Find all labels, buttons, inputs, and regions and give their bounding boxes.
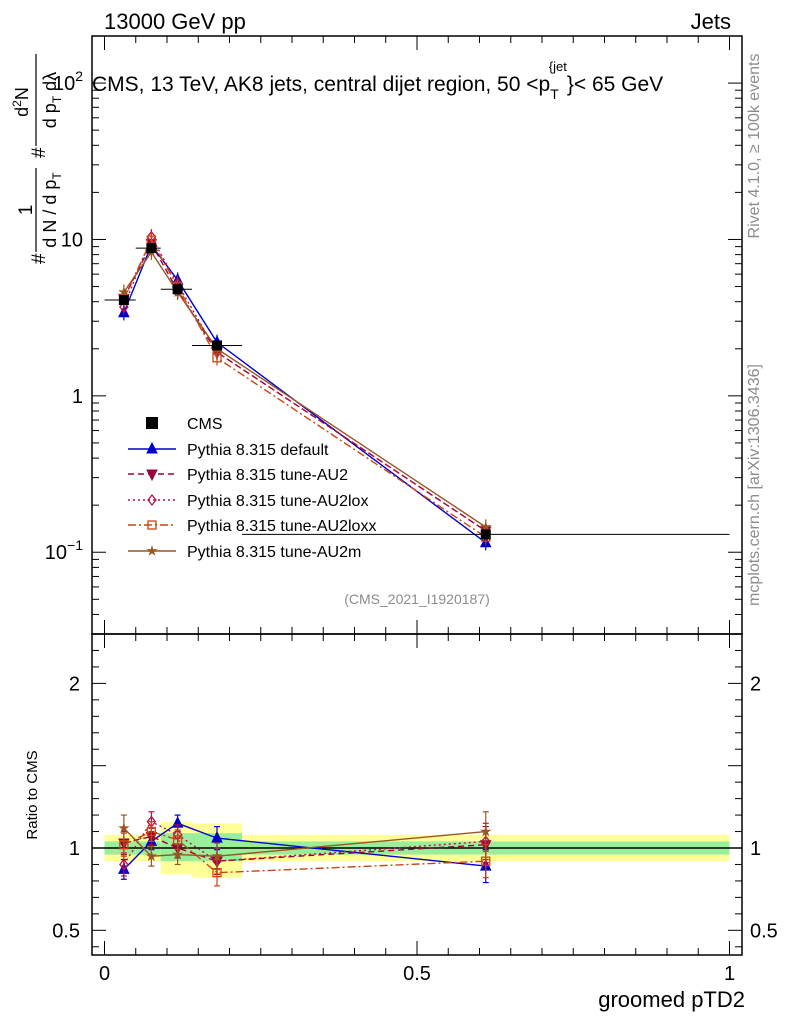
x-tick-label-2: 1: [724, 963, 735, 985]
main-point-s2-0: [119, 300, 129, 314]
axes: 0 0.5 1 10−1 1 10 102 0.5 0.5 1 1 2 2: [45, 35, 778, 985]
legend-marker-data: [146, 417, 158, 429]
ratio-point-s0-3: [211, 831, 223, 843]
data-point-2: [172, 284, 183, 295]
x-tick-label-1: 0.5: [403, 963, 431, 985]
legend-marker-0: [146, 441, 158, 454]
legend-label-1: Pythia 8.315 tune-AU2: [187, 467, 348, 484]
x-tick-label-0: 0: [99, 963, 110, 985]
ratio-line-series-3: [123, 830, 486, 874]
ratio-plot-series: [118, 811, 492, 887]
legend-label-4: Pythia 8.315 tune-AU2m: [187, 544, 361, 561]
legend: CMS Pythia 8.315 default Pythia 8.315 tune…: [128, 416, 376, 561]
data-point-4: [480, 529, 491, 540]
ratio-uncertainty-bands: [92, 821, 742, 878]
category-label: Jets: [691, 9, 731, 34]
main-point-s4-0: [118, 286, 130, 298]
ratio-point-s4-0: [118, 822, 130, 834]
ratio-point-s2-0: [119, 858, 129, 871]
y-tick-label-main-3: 102: [53, 68, 83, 95]
data-point-0: [118, 295, 129, 306]
y-axis-label-ratio: Ratio to CMS: [24, 750, 41, 839]
svg-text:#: #: [29, 147, 50, 158]
legend-label-data: CMS: [187, 416, 223, 433]
y-tick-label-ratio-r-1: 1: [750, 838, 761, 860]
ratio-point-s3-4: [481, 856, 491, 866]
main-line-series-2: [123, 235, 487, 532]
legend-marker-1: [146, 469, 158, 482]
svg-text:d2N: d2N: [10, 87, 32, 117]
legend-label-3: Pythia 8.315 tune-AU2loxx: [187, 518, 376, 535]
rivet-label: Rivet 4.1.0, ≥ 100k events: [746, 54, 763, 239]
y-tick-label-ratio-l-2: 2: [69, 673, 80, 695]
data-point-3: [212, 340, 222, 351]
y-tick-label-main-0: 10−1: [45, 537, 83, 564]
ratio-point-s4-4: [480, 825, 492, 837]
ratio-point-s3-2: [172, 835, 183, 845]
analysis-id: (CMS_2021_I1920187): [344, 591, 490, 607]
legend-label-0: Pythia 8.315 default: [187, 442, 329, 459]
main-point-s4-4: [480, 521, 492, 532]
svg-text:#: #: [29, 253, 50, 264]
y-tick-label-main-1: 1: [72, 386, 83, 408]
y-tick-label-ratio-l-1: 1: [69, 838, 80, 860]
y-tick-label-ratio-r-2: 2: [750, 673, 761, 695]
y-tick-label-ratio-l-0: 0.5: [52, 920, 80, 942]
y-tick-label-main-2: 10: [61, 229, 83, 251]
ratio-frame: [91, 633, 743, 956]
energy-label: 13000 GeV pp: [104, 9, 246, 34]
legend-marker-4: [146, 545, 158, 556]
mcplots-label: mcplots.cern.ch [arXiv:1306.3436]: [746, 364, 763, 606]
ratio-point-s4-3: [211, 850, 223, 862]
ratio-point-s3-1: [146, 826, 157, 837]
y-tick-label-ratio-r-0: 0.5: [750, 920, 778, 942]
x-axis-label: groomed pTD2: [598, 987, 745, 1012]
ratio-point-s4-1: [145, 850, 158, 862]
legend-marker-3: [147, 520, 157, 530]
ratio-point-s4-2: [171, 848, 184, 860]
svg-text:1: 1: [16, 205, 37, 216]
legend-marker-2: [147, 493, 157, 507]
main-plot-series: [104, 229, 730, 551]
chart-title: CMS, 13 TeV, AK8 jets, central dijet reg…: [92, 59, 663, 102]
legend-label-2: Pythia 8.315 tune-AU2lox: [187, 493, 368, 510]
data-point-1: [146, 243, 157, 254]
